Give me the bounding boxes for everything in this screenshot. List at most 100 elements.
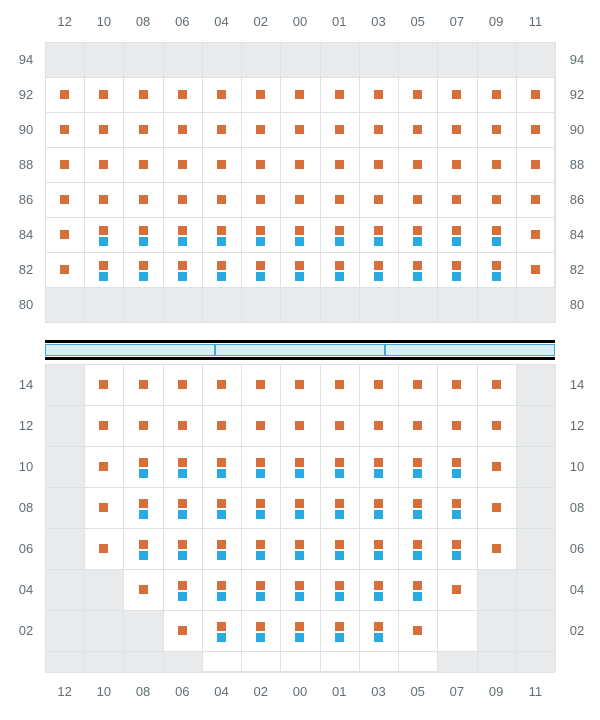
- seat-marker-orange[interactable]: [217, 540, 226, 549]
- seat-marker-orange[interactable]: [178, 125, 187, 134]
- seat-marker-orange[interactable]: [217, 90, 226, 99]
- seat-marker-orange[interactable]: [256, 380, 265, 389]
- seat-marker-orange[interactable]: [335, 380, 344, 389]
- seat-marker-blue[interactable]: [99, 272, 108, 281]
- seat-marker-blue[interactable]: [295, 510, 304, 519]
- seat-marker-blue[interactable]: [374, 633, 383, 642]
- seat-marker-orange[interactable]: [531, 265, 540, 274]
- seat-marker-orange[interactable]: [217, 458, 226, 467]
- seat-marker-blue[interactable]: [374, 592, 383, 601]
- seat-marker-blue[interactable]: [139, 237, 148, 246]
- seat-marker-orange[interactable]: [492, 380, 501, 389]
- seat-marker-orange[interactable]: [139, 380, 148, 389]
- seat-marker-orange[interactable]: [374, 499, 383, 508]
- seat-marker-orange[interactable]: [178, 421, 187, 430]
- seat-marker-orange[interactable]: [178, 458, 187, 467]
- seat-marker-orange[interactable]: [178, 499, 187, 508]
- seat-marker-orange[interactable]: [99, 421, 108, 430]
- seat-marker-blue[interactable]: [178, 469, 187, 478]
- seat-marker-orange[interactable]: [139, 499, 148, 508]
- seat-marker-orange[interactable]: [335, 160, 344, 169]
- seat-marker-orange[interactable]: [217, 499, 226, 508]
- seat-marker-blue[interactable]: [139, 469, 148, 478]
- seat-marker-orange[interactable]: [139, 160, 148, 169]
- seat-marker-orange[interactable]: [413, 626, 422, 635]
- seat-marker-orange[interactable]: [99, 544, 108, 553]
- seat-marker-orange[interactable]: [452, 261, 461, 270]
- seat-marker-orange[interactable]: [452, 458, 461, 467]
- seat-marker-orange[interactable]: [60, 265, 69, 274]
- seat-marker-orange[interactable]: [178, 380, 187, 389]
- seat-marker-blue[interactable]: [374, 272, 383, 281]
- seat-marker-blue[interactable]: [139, 272, 148, 281]
- seat-marker-orange[interactable]: [178, 540, 187, 549]
- seat-marker-blue[interactable]: [178, 272, 187, 281]
- seat-marker-orange[interactable]: [374, 380, 383, 389]
- seat-marker-orange[interactable]: [374, 160, 383, 169]
- seat-marker-blue[interactable]: [295, 272, 304, 281]
- seat-marker-orange[interactable]: [413, 458, 422, 467]
- seat-marker-orange[interactable]: [217, 261, 226, 270]
- seat-marker-blue[interactable]: [374, 237, 383, 246]
- seat-marker-orange[interactable]: [452, 585, 461, 594]
- seat-marker-blue[interactable]: [256, 592, 265, 601]
- seat-marker-blue[interactable]: [374, 551, 383, 560]
- seat-marker-orange[interactable]: [413, 226, 422, 235]
- seat-marker-orange[interactable]: [139, 585, 148, 594]
- seat-marker-orange[interactable]: [139, 90, 148, 99]
- seat-marker-blue[interactable]: [413, 551, 422, 560]
- seat-marker-orange[interactable]: [492, 90, 501, 99]
- seat-marker-blue[interactable]: [492, 272, 501, 281]
- seat-marker-orange[interactable]: [374, 581, 383, 590]
- seat-marker-blue[interactable]: [335, 592, 344, 601]
- seat-marker-blue[interactable]: [413, 469, 422, 478]
- seat-marker-orange[interactable]: [256, 160, 265, 169]
- seat-marker-orange[interactable]: [413, 380, 422, 389]
- seat-marker-blue[interactable]: [295, 551, 304, 560]
- seat-marker-orange[interactable]: [413, 499, 422, 508]
- seat-marker-orange[interactable]: [374, 622, 383, 631]
- seat-marker-blue[interactable]: [217, 551, 226, 560]
- seat-marker-blue[interactable]: [256, 510, 265, 519]
- seat-marker-orange[interactable]: [99, 90, 108, 99]
- seat-marker-orange[interactable]: [492, 226, 501, 235]
- seat-marker-orange[interactable]: [256, 458, 265, 467]
- seat-marker-orange[interactable]: [335, 261, 344, 270]
- seat-marker-orange[interactable]: [178, 261, 187, 270]
- seat-marker-orange[interactable]: [335, 540, 344, 549]
- seat-marker-orange[interactable]: [60, 160, 69, 169]
- seat-marker-blue[interactable]: [256, 237, 265, 246]
- seat-marker-orange[interactable]: [335, 622, 344, 631]
- seat-marker-orange[interactable]: [217, 195, 226, 204]
- seat-marker-blue[interactable]: [217, 272, 226, 281]
- seat-marker-orange[interactable]: [531, 125, 540, 134]
- seat-marker-orange[interactable]: [99, 160, 108, 169]
- seat-marker-orange[interactable]: [99, 195, 108, 204]
- seat-marker-orange[interactable]: [335, 581, 344, 590]
- seat-marker-orange[interactable]: [256, 195, 265, 204]
- seat-marker-blue[interactable]: [178, 510, 187, 519]
- seat-marker-orange[interactable]: [374, 195, 383, 204]
- seat-marker-blue[interactable]: [413, 510, 422, 519]
- seat-marker-orange[interactable]: [452, 540, 461, 549]
- seat-marker-orange[interactable]: [374, 458, 383, 467]
- seat-marker-orange[interactable]: [295, 499, 304, 508]
- seat-marker-orange[interactable]: [295, 195, 304, 204]
- seat-marker-blue[interactable]: [99, 237, 108, 246]
- seat-marker-blue[interactable]: [217, 237, 226, 246]
- seat-marker-orange[interactable]: [139, 458, 148, 467]
- seat-marker-blue[interactable]: [217, 633, 226, 642]
- seat-marker-blue[interactable]: [413, 592, 422, 601]
- seat-marker-orange[interactable]: [335, 499, 344, 508]
- seat-marker-blue[interactable]: [178, 551, 187, 560]
- seat-marker-blue[interactable]: [374, 469, 383, 478]
- seat-marker-orange[interactable]: [139, 195, 148, 204]
- seat-marker-orange[interactable]: [99, 261, 108, 270]
- seat-marker-blue[interactable]: [256, 633, 265, 642]
- seat-marker-orange[interactable]: [374, 540, 383, 549]
- seat-marker-orange[interactable]: [413, 160, 422, 169]
- seat-marker-orange[interactable]: [335, 90, 344, 99]
- seat-marker-orange[interactable]: [217, 226, 226, 235]
- seat-marker-orange[interactable]: [139, 125, 148, 134]
- seat-marker-blue[interactable]: [374, 510, 383, 519]
